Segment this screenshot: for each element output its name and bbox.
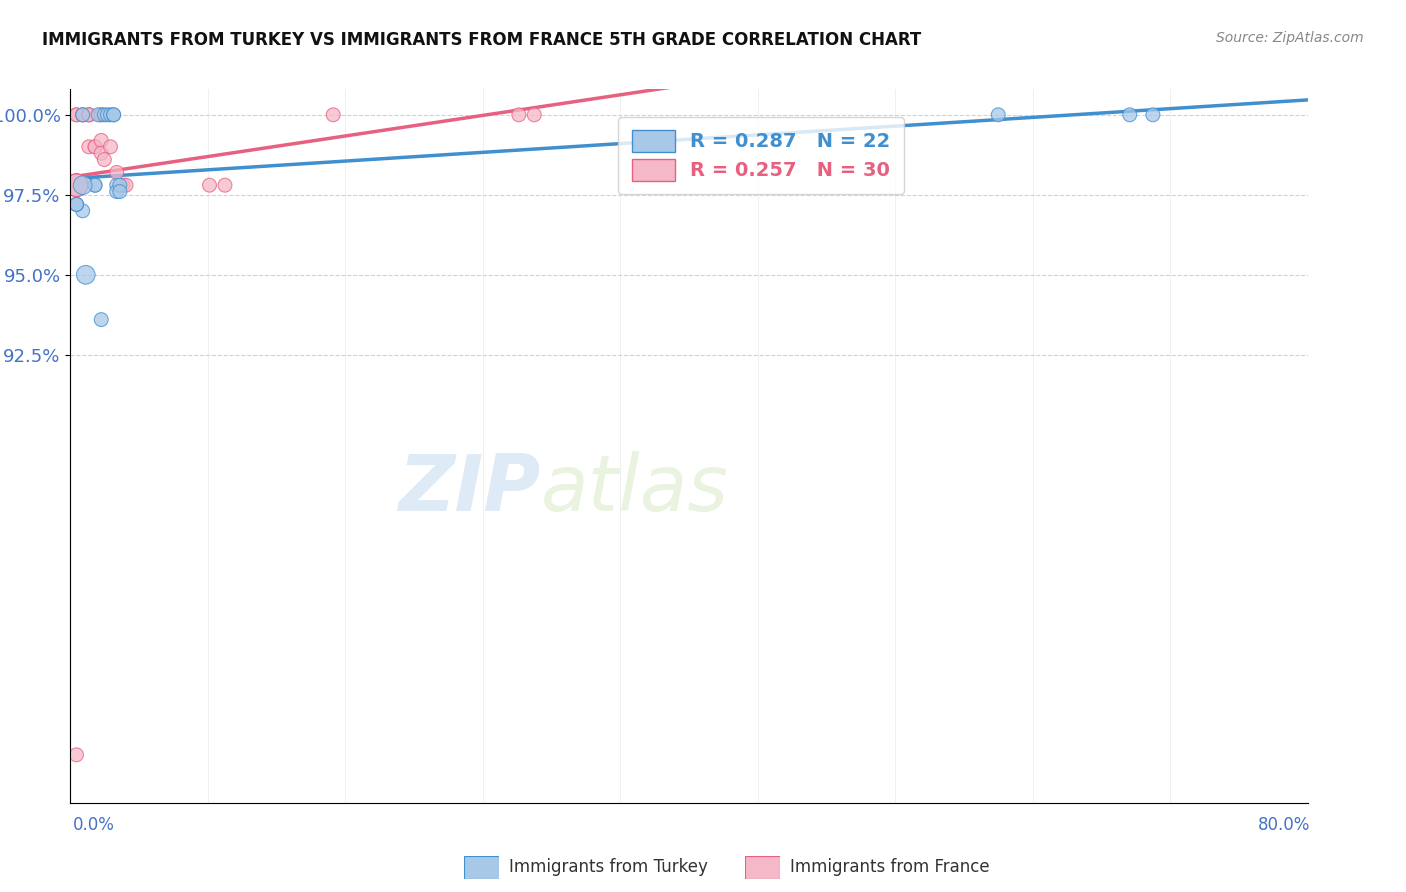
Point (65, 178, 87, 193)
Point (65, 108, 87, 122)
Text: IMMIGRANTS FROM TURKEY VS IMMIGRANTS FROM FRANCE 5TH GRADE CORRELATION CHART: IMMIGRANTS FROM TURKEY VS IMMIGRANTS FRO… (42, 31, 921, 49)
Point (72, 108, 94, 122)
Text: atlas: atlas (540, 450, 728, 527)
Point (1119, 108, 1142, 122)
Point (65, 197, 87, 211)
Point (108, 185, 131, 199)
Point (65, 197, 87, 211)
Point (84, 178, 107, 193)
Text: Source: ZipAtlas.com: Source: ZipAtlas.com (1216, 31, 1364, 45)
Point (65, 197, 87, 211)
Point (508, 108, 530, 122)
Point (100, 140, 122, 154)
Point (105, 178, 128, 193)
Point (115, 178, 138, 193)
Point (84, 140, 107, 154)
Point (96, 108, 118, 122)
Point (72, 178, 94, 193)
Point (65, 108, 87, 122)
Point (90, 108, 112, 122)
Point (93, 108, 115, 122)
Point (1142, 108, 1164, 122)
Text: 0.0%: 0.0% (73, 816, 115, 834)
Point (198, 178, 221, 193)
Point (65, 747, 87, 762)
Point (90, 133, 112, 147)
Point (77, 108, 100, 122)
Text: ZIP: ZIP (398, 450, 540, 527)
Point (322, 108, 344, 122)
Text: Immigrants from Turkey: Immigrants from Turkey (509, 858, 707, 876)
Point (65, 178, 87, 193)
Point (65, 178, 87, 193)
Point (103, 108, 125, 122)
Point (87, 108, 110, 122)
Point (523, 108, 546, 122)
Point (90, 312, 112, 326)
Point (987, 108, 1010, 122)
Point (111, 178, 134, 193)
Point (93, 153, 115, 167)
Point (72, 203, 94, 218)
Point (75, 268, 97, 282)
Point (77, 108, 100, 122)
Point (72, 108, 94, 122)
Point (103, 108, 125, 122)
Point (100, 108, 122, 122)
Point (105, 185, 128, 199)
Point (105, 165, 128, 179)
Point (77, 140, 100, 154)
Point (77, 108, 100, 122)
Point (72, 108, 94, 122)
Text: 80.0%: 80.0% (1258, 816, 1310, 834)
Point (90, 108, 112, 122)
Text: Immigrants from France: Immigrants from France (790, 858, 990, 876)
Point (90, 146, 112, 161)
Point (65, 178, 87, 193)
Point (108, 178, 131, 193)
Point (65, 178, 87, 193)
Point (214, 178, 236, 193)
Point (84, 140, 107, 154)
Legend: R = 0.287   N = 22, R = 0.257   N = 30: R = 0.287 N = 22, R = 0.257 N = 30 (619, 117, 904, 194)
Point (84, 178, 107, 193)
